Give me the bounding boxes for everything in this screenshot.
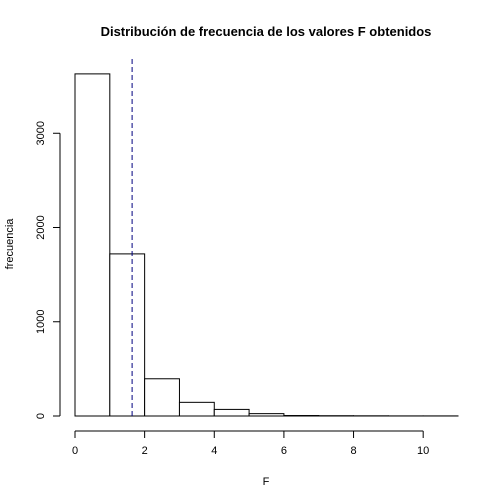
y-tick-label: 3000: [35, 121, 47, 145]
y-tick-label: 2000: [35, 215, 47, 239]
x-tick-label: 6: [281, 445, 287, 457]
histogram-bar-5: [248, 413, 285, 417]
x-tick-label: 8: [350, 445, 356, 457]
x-tick-label: 0: [72, 445, 78, 457]
x-axis-label: F: [263, 476, 270, 488]
histogram-bar-3: [178, 401, 215, 417]
histogram-bar-0: [74, 73, 111, 417]
x-tick-label: 2: [142, 445, 148, 457]
histogram-bar-4: [213, 408, 250, 417]
histogram-bar-2: [144, 378, 180, 417]
x-tick-label: 10: [417, 445, 429, 457]
chart-title: Distribución de frecuencia de los valore…: [101, 24, 432, 39]
bars-group: [74, 73, 459, 417]
y-tick-label: 1000: [35, 310, 47, 334]
x-axis: 0 2 4 6 8 10: [72, 430, 429, 457]
y-tick-label: 0: [35, 413, 47, 419]
histogram-bar-1: [109, 253, 146, 417]
y-axis-label: frecuencia: [4, 218, 16, 270]
y-axis: 0 1000 2000 3000: [35, 121, 61, 419]
x-tick-label: 4: [211, 445, 217, 457]
